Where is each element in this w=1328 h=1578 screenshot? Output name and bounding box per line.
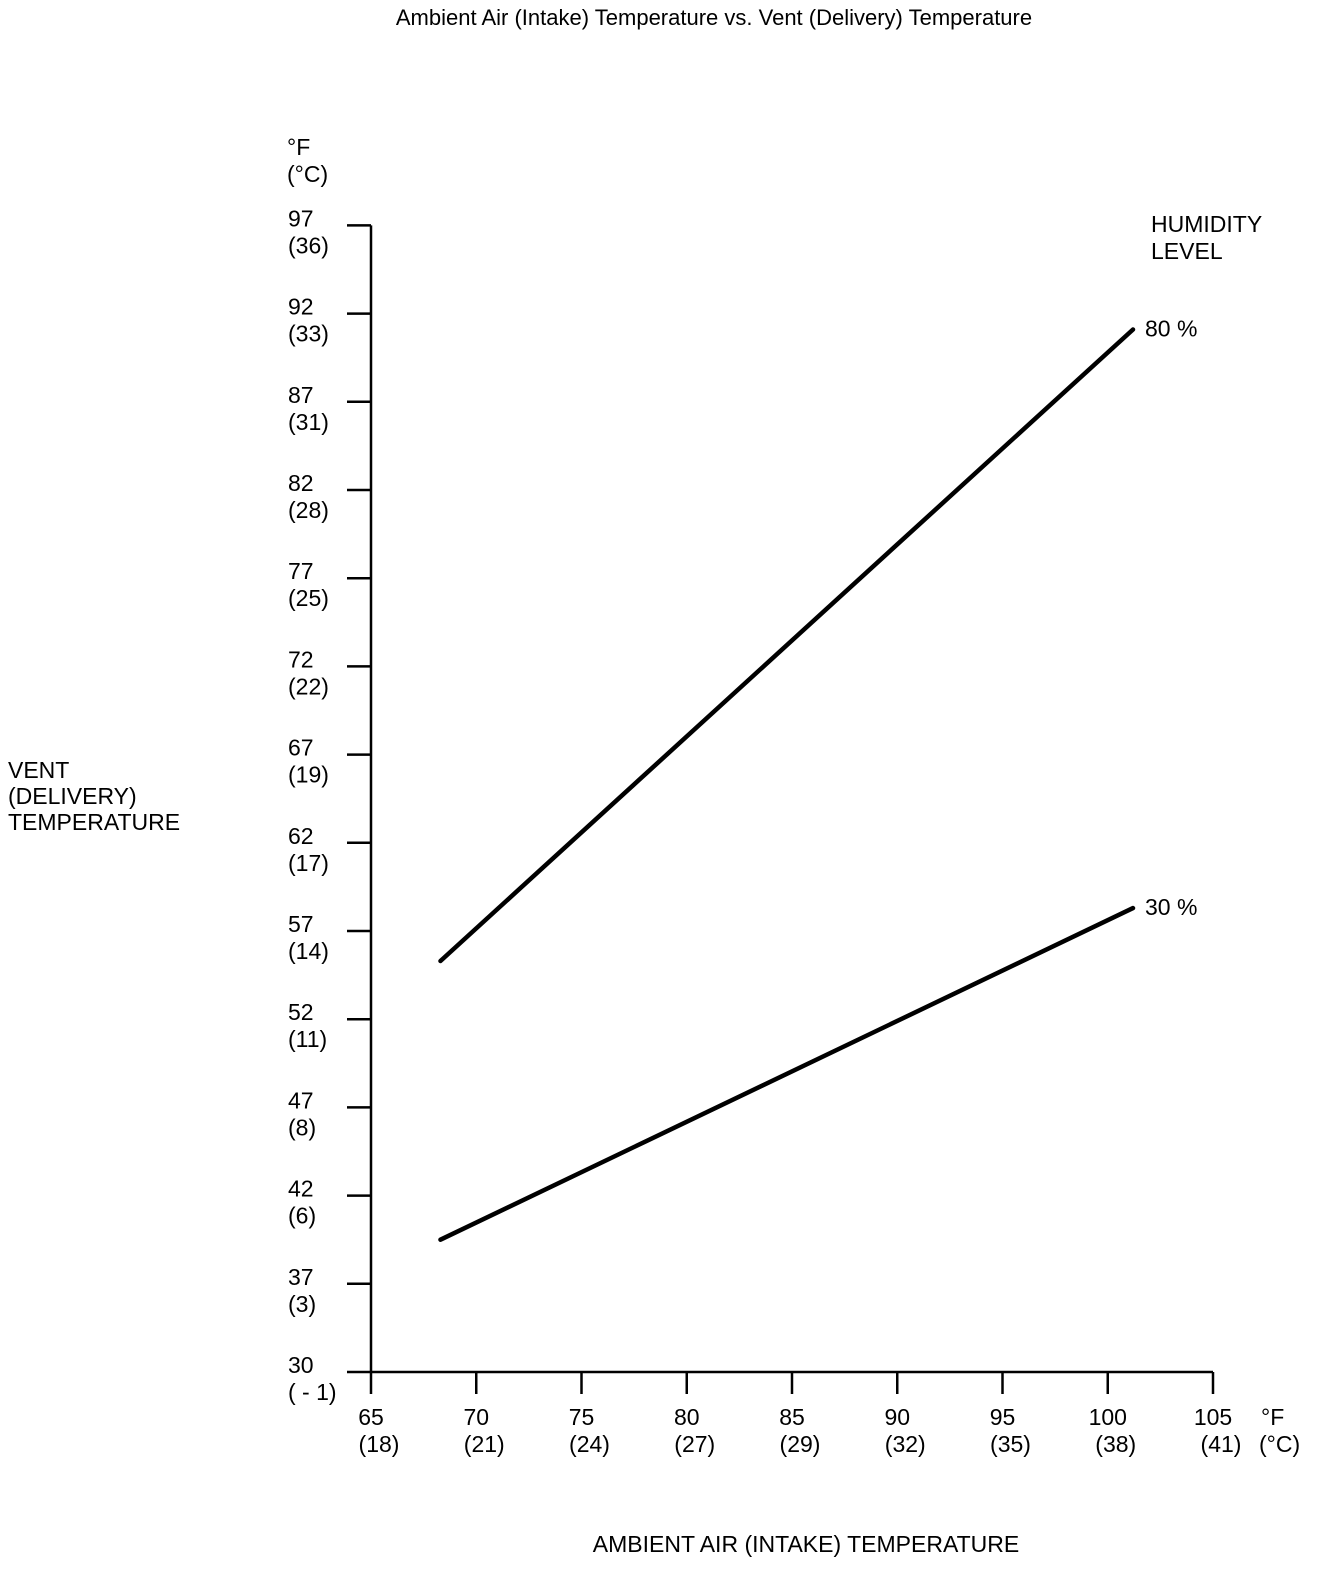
x-tick-label-c: (18) [359,1431,400,1457]
x-tick-label-f: 70 [463,1404,489,1430]
y-unit-f: °F [287,134,310,160]
x-axis-label: AMBIENT AIR (INTAKE) TEMPERATURE [593,1531,1019,1557]
x-unit-f: °F [1261,1404,1284,1430]
y-tick-label-f: 37 [288,1264,314,1290]
x-tick-label-f: 90 [884,1404,910,1430]
y-tick-label-f: 67 [288,735,314,761]
y-tick-label-c: (25) [288,585,329,611]
x-tick-label-c: (35) [990,1431,1031,1457]
y-axis-label-line-2: (DELIVERY) [8,783,137,809]
x-tick-label-c: (27) [674,1431,715,1457]
x-tick-label-f: 65 [358,1404,384,1430]
y-axis-label-line-3: TEMPERATURE [8,809,180,835]
x-tick-label-c: (32) [885,1431,926,1457]
y-tick-label-c: (33) [288,321,329,347]
y-tick-label-c: (8) [288,1114,316,1140]
series-layer: 80 % 30 % [438,315,1197,1242]
x-tick-label-c: (38) [1095,1431,1136,1457]
y-tick-label-c: (3) [288,1291,316,1317]
y-tick-label-c: (17) [288,850,329,876]
y-tick-label-f: 42 [288,1176,314,1202]
y-tick-label-c: ( - 1) [288,1379,337,1405]
x-tick-label-f: 75 [569,1404,595,1430]
series-label: 30 % [1145,894,1197,920]
x-unit-c: (°C) [1259,1431,1300,1457]
x-tick-label-c: (24) [569,1431,610,1457]
y-tick-label-f: 30 [288,1352,314,1378]
y-tick-label-c: (14) [288,938,329,964]
y-tick-label-f: 47 [288,1087,314,1113]
x-tick-label-f: 95 [990,1404,1016,1430]
y-axis-label-line-1: VENT [8,757,69,783]
y-tick-label-f: 77 [288,558,314,584]
x-tick-label-c: (41) [1201,1431,1242,1457]
y-tick-label-f: 87 [288,382,314,408]
legend-title-line-1: HUMIDITY [1151,211,1262,237]
y-tick-label-f: 82 [288,470,314,496]
y-tick-label-c: (36) [288,232,329,258]
legend-title-line-2: LEVEL [1151,238,1223,264]
x-tick-label-c: (21) [464,1431,505,1457]
x-tick-label-f: 80 [674,1404,700,1430]
series-label: 80 % [1145,315,1197,341]
y-tick-label-f: 72 [288,646,314,672]
x-tick-label-f: 100 [1089,1404,1127,1430]
x-tick-label-f: 105 [1194,1404,1232,1430]
y-tick-label-c: (6) [288,1203,316,1229]
x-tick-label-c: (29) [780,1431,821,1457]
y-ticks: 30( - 1) 37(3) 42(6) 47(8) 52(11) 57(14) 62(17… [288,205,371,1405]
y-tick-label-f: 52 [288,999,314,1025]
y-tick-label-c: (11) [288,1026,327,1052]
y-unit-c: (°C) [287,161,328,187]
y-tick-label-f: 97 [288,205,314,231]
y-tick-label-c: (19) [288,762,329,788]
series-line [438,905,1136,1242]
y-tick-label-f: 92 [288,294,314,320]
series-line [438,327,1136,964]
y-tick-label-f: 62 [288,823,314,849]
x-ticks: 65(18)70(21)75(24)80(27)85(29)90(32)95(3… [358,1372,1241,1457]
chart-title: Ambient Air (Intake) Temperature vs. Ven… [396,5,1032,30]
x-tick-label-f: 85 [779,1404,805,1430]
y-tick-label-f: 57 [288,911,314,937]
y-tick-label-c: (22) [288,673,329,699]
y-tick-label-c: (31) [288,409,329,435]
y-tick-label-c: (28) [288,497,329,523]
